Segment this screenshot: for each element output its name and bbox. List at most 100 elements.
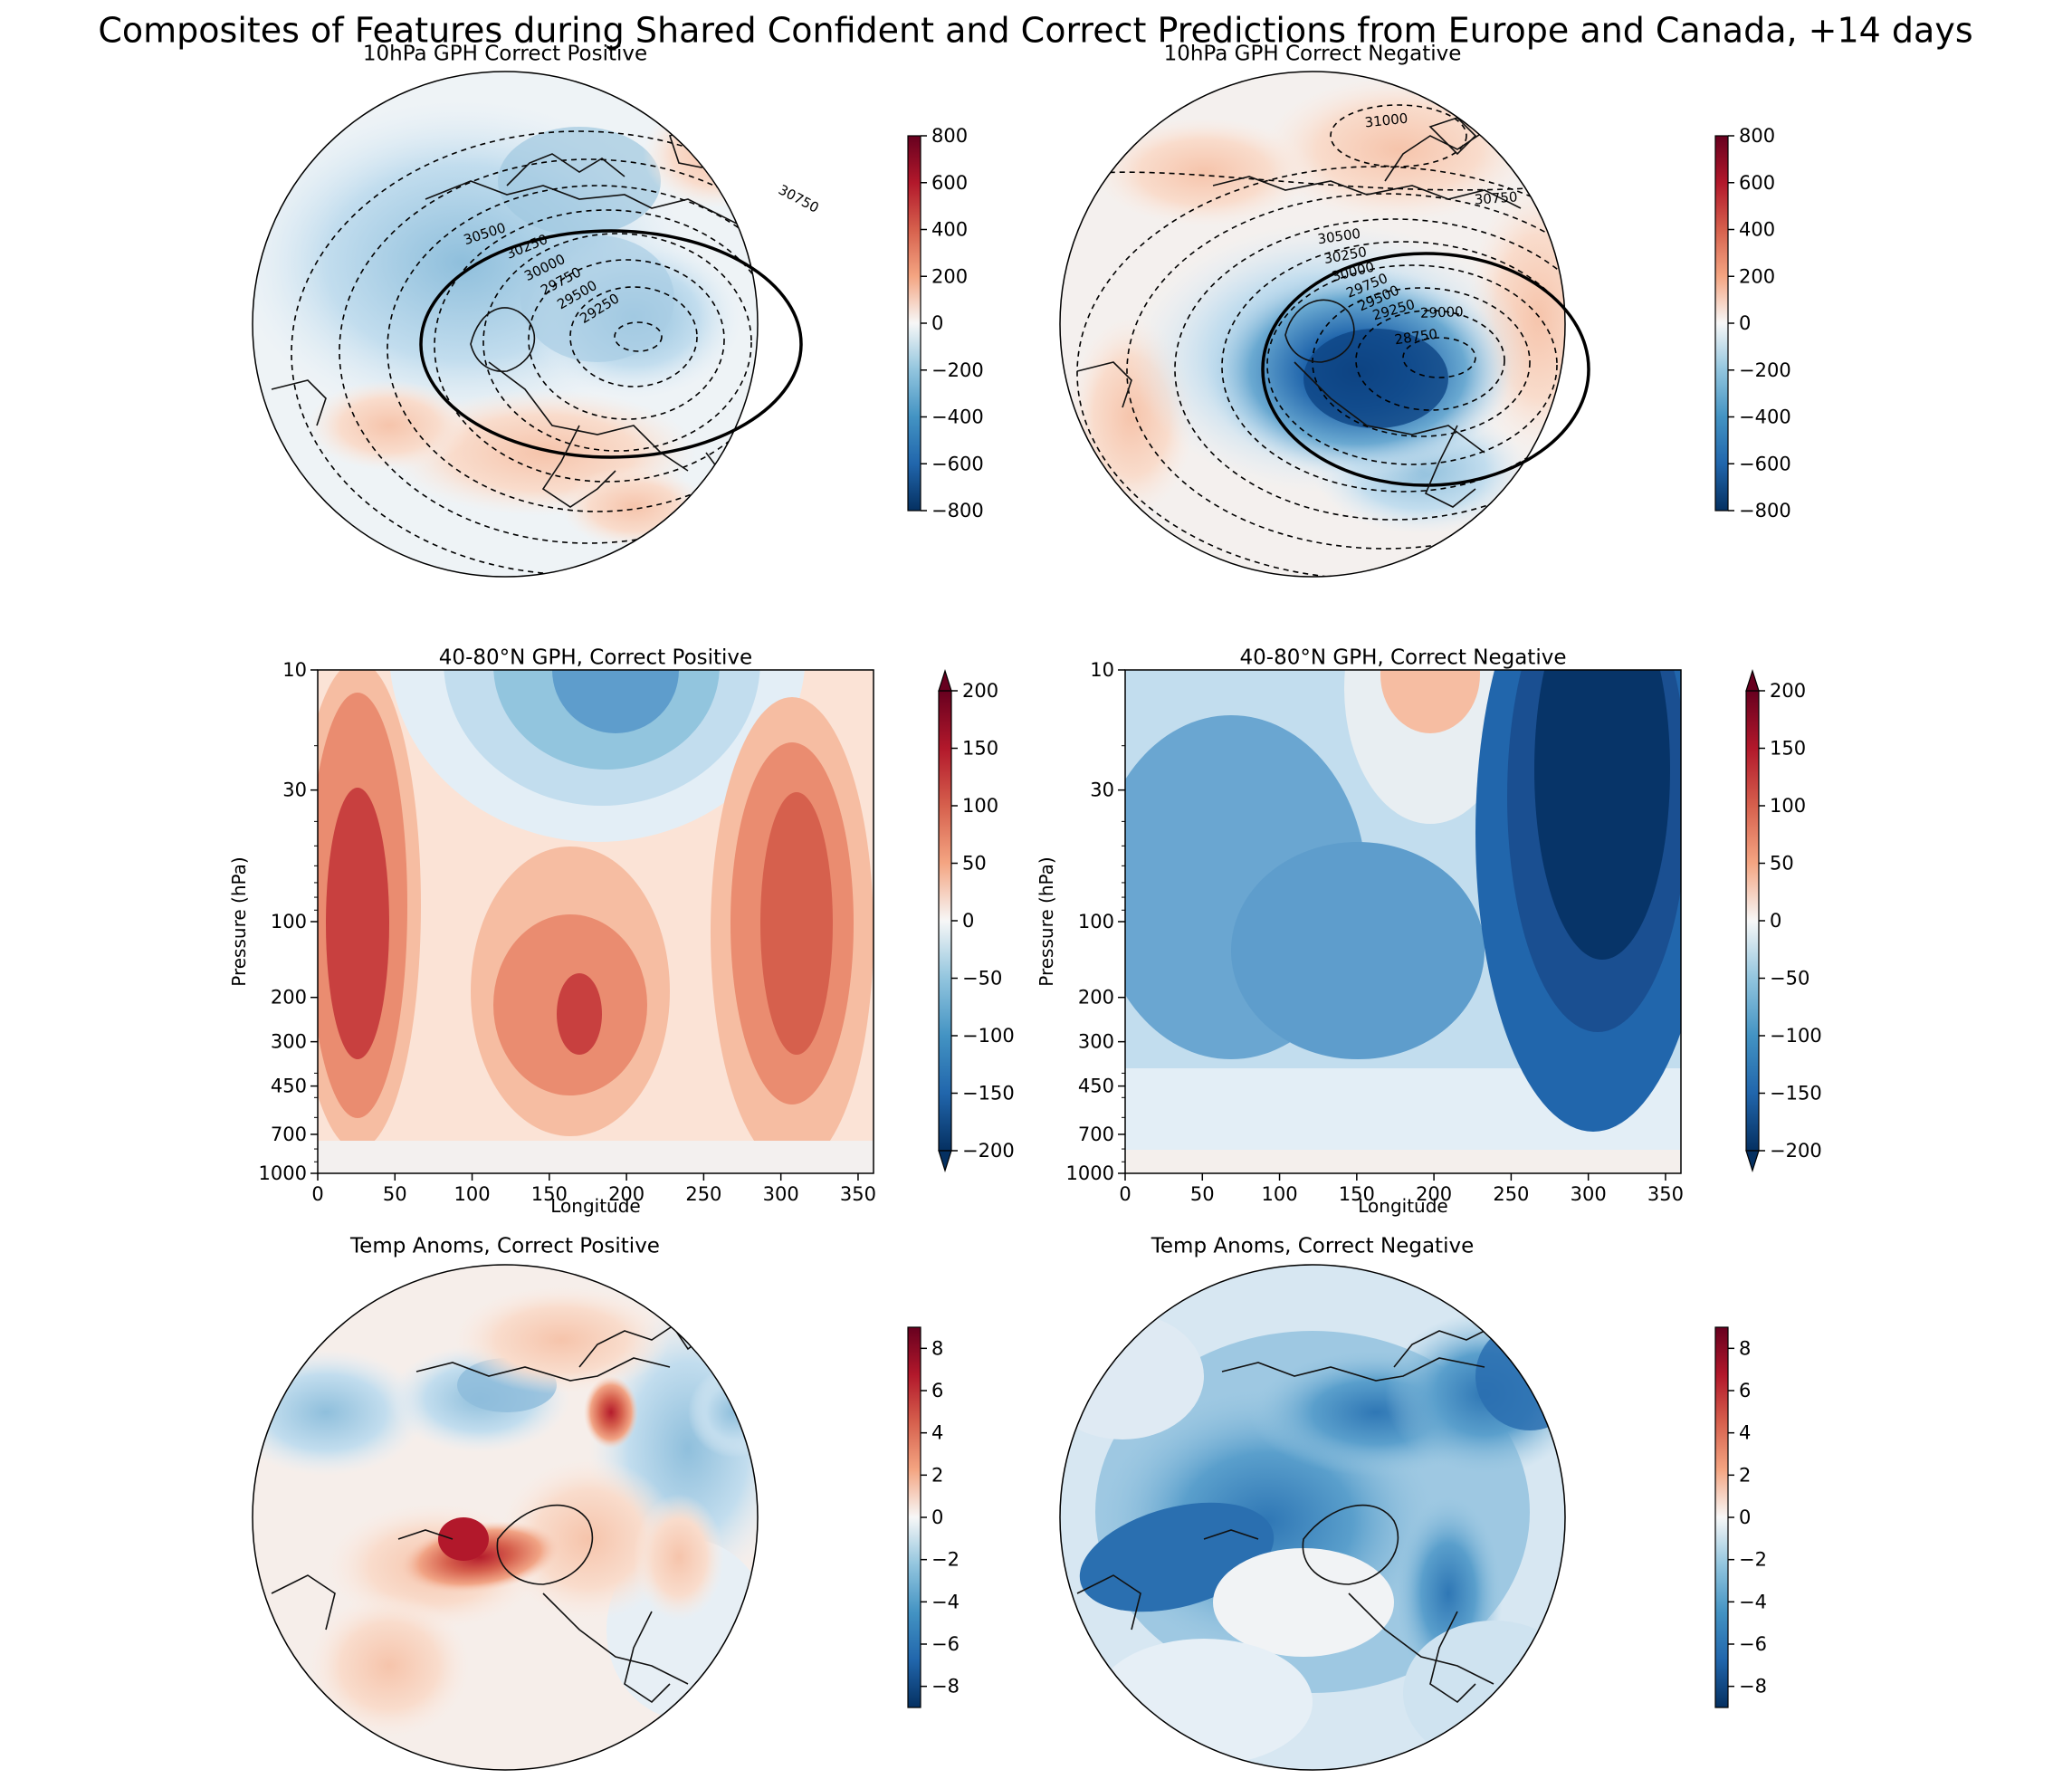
y-axis-label: Pressure (hPa) [1036, 856, 1057, 986]
colorbar-tick-label: −200 [962, 1140, 1015, 1162]
y-tick-label: 1000 [1066, 1162, 1114, 1184]
colorbar-tick-label: 200 [931, 265, 968, 287]
x-tick-label: 350 [1647, 1183, 1684, 1205]
x-tick-label: 250 [685, 1183, 721, 1205]
height-contours [291, 130, 758, 576]
colorbar-tick-label: −800 [1739, 500, 1791, 521]
y-tick-label: 30 [1090, 780, 1114, 801]
panel-title: 10hPa GPH Correct Negative [1164, 43, 1462, 66]
colorbar-tick-label: 800 [931, 125, 968, 147]
colorbar-gph10-positive: 800 600 400 200 0 −200 −400 −600 −800 [907, 125, 984, 521]
coastlines [271, 1312, 707, 1704]
map-boundary [1059, 71, 1566, 578]
y-tick-label: 450 [1078, 1076, 1114, 1097]
axes: 0 50 100 150 200 250 300 350 10 30 100 200 300 450 700… [1066, 659, 1684, 1205]
x-tick-label: 0 [1119, 1183, 1131, 1205]
y-tick-label: 200 [271, 987, 307, 1009]
colorbar-tick-label: 200 [962, 680, 998, 702]
height-contours [1060, 104, 1565, 577]
panel-zonal-gph-positive: 40-80°N GPH, Correct Positive 0 50 100 150 2… [228, 646, 876, 1218]
x-tick-label: 150 [1339, 1183, 1375, 1205]
colorbar-tick-label: −200 [1739, 359, 1791, 381]
colorbar-tick-label: 8 [1739, 1337, 1751, 1359]
colorbar-tick-label: 400 [1739, 219, 1775, 241]
colorbar-tick-label: 150 [1770, 738, 1806, 760]
colorbar-gradient [938, 690, 952, 1152]
colorbar-extend-min [938, 1150, 952, 1172]
y-axis-label: Pressure (hPa) [228, 856, 250, 986]
colorbar-tick-label: −600 [931, 453, 984, 474]
coastlines [271, 126, 752, 508]
colorbar-temp-positive: 8 6 4 2 0 −2 −4 −6 −8 [907, 1326, 960, 1708]
colorbar-tick-label: 600 [931, 172, 968, 194]
coastlines [1076, 1312, 1522, 1704]
x-tick-label: 200 [608, 1183, 645, 1205]
x-tick-label: 50 [1190, 1183, 1215, 1205]
colorbar-tick-label: −2 [1739, 1549, 1767, 1571]
colorbar-tick-label: 0 [931, 312, 943, 334]
y-tick-label: 100 [1078, 911, 1114, 933]
colorbar-tick-label: −6 [1739, 1633, 1767, 1655]
colorbar-tick-label: 400 [931, 219, 968, 241]
anomaly-field [1060, 1265, 1565, 1770]
y-tick-label: 100 [271, 911, 307, 933]
colorbar-tick-label: 2 [1739, 1464, 1751, 1486]
colorbar-extend-max [1745, 669, 1760, 692]
panel-temp-positive: Temp Anoms, Correct Positive [252, 1235, 759, 1771]
colorbar-tick-label: 200 [1739, 265, 1775, 287]
colorbar-tick-label: 200 [1770, 680, 1806, 702]
colorbar-tick-label: −2 [931, 1549, 960, 1571]
x-tick-label: 250 [1493, 1183, 1529, 1205]
colorbar-gradient [1714, 135, 1729, 512]
colorbar-tick-label: −100 [1770, 1025, 1822, 1047]
colorbar-tick-label: 0 [1739, 312, 1751, 334]
colorbar-tick-label: 100 [962, 795, 998, 817]
colorbar-tick-label: 600 [1739, 172, 1775, 194]
colorbar-tick-label: 0 [1739, 1506, 1751, 1528]
colorbar-tick-label: 4 [1739, 1422, 1751, 1444]
contour-label: 30750 [776, 181, 822, 215]
x-tick-label: 350 [840, 1183, 876, 1205]
colorbar-gradient [907, 1326, 921, 1708]
y-tick-label: 10 [282, 659, 307, 681]
panel-title: 40-80°N GPH, Correct Negative [1240, 646, 1567, 670]
colorbar-zonal-gph-positive: 200 150 100 50 0 −50 −100 −150 −200 [938, 669, 1015, 1172]
x-tick-label: 50 [383, 1183, 407, 1205]
colorbar-tick-label: −50 [1770, 968, 1809, 990]
colorbar-extend-max [938, 669, 952, 692]
anomaly-field [318, 670, 874, 1173]
panel-gph10-negative: 10hPa GPH Correct Negative [1059, 43, 1590, 578]
panel-title: Temp Anoms, Correct Positive [349, 1235, 660, 1258]
map-boundary [1059, 1264, 1566, 1771]
colorbar-tick-label: −4 [1739, 1591, 1767, 1612]
colorbar-tick-label: −150 [1770, 1083, 1822, 1105]
colorbar-tick-label: −8 [931, 1676, 960, 1698]
panel-temp-negative: Temp Anoms, Correct Negative [1059, 1235, 1566, 1771]
colorbar-tick-label: 8 [931, 1337, 943, 1359]
x-axis-label: Longitude [1358, 1195, 1447, 1217]
y-tick-label: 700 [1078, 1124, 1114, 1145]
colorbar-tick-label: 0 [962, 910, 974, 932]
contour-label: 29000 [1420, 303, 1464, 321]
colorbar-tick-label: −200 [931, 359, 984, 381]
colorbar-zonal-gph-negative: 200 150 100 50 0 −50 −100 −150 −200 [1745, 669, 1822, 1172]
colorbar-gradient [1714, 1326, 1729, 1708]
colorbar-gradient [907, 135, 921, 512]
colorbar-tick-label: 100 [1770, 795, 1806, 817]
colorbar-tick-label: 4 [931, 1422, 943, 1444]
vortex-edge-contour [419, 229, 803, 459]
colorbar-tick-label: −800 [931, 500, 984, 521]
anomaly-field [253, 1265, 758, 1770]
anomaly-field [253, 72, 758, 577]
colorbar-tick-label: 150 [962, 738, 998, 760]
y-tick-label: 200 [1078, 987, 1114, 1009]
x-tick-label: 300 [763, 1183, 799, 1205]
panel-title: 10hPa GPH Correct Positive [363, 43, 647, 66]
colorbar-tick-label: −150 [962, 1083, 1015, 1105]
contour-label: 31000 [1364, 110, 1408, 131]
panel-title: 40-80°N GPH, Correct Positive [439, 646, 752, 670]
colorbar-tick-label: −50 [962, 968, 1002, 990]
coastlines [1076, 117, 1558, 508]
x-tick-label: 100 [454, 1183, 491, 1205]
